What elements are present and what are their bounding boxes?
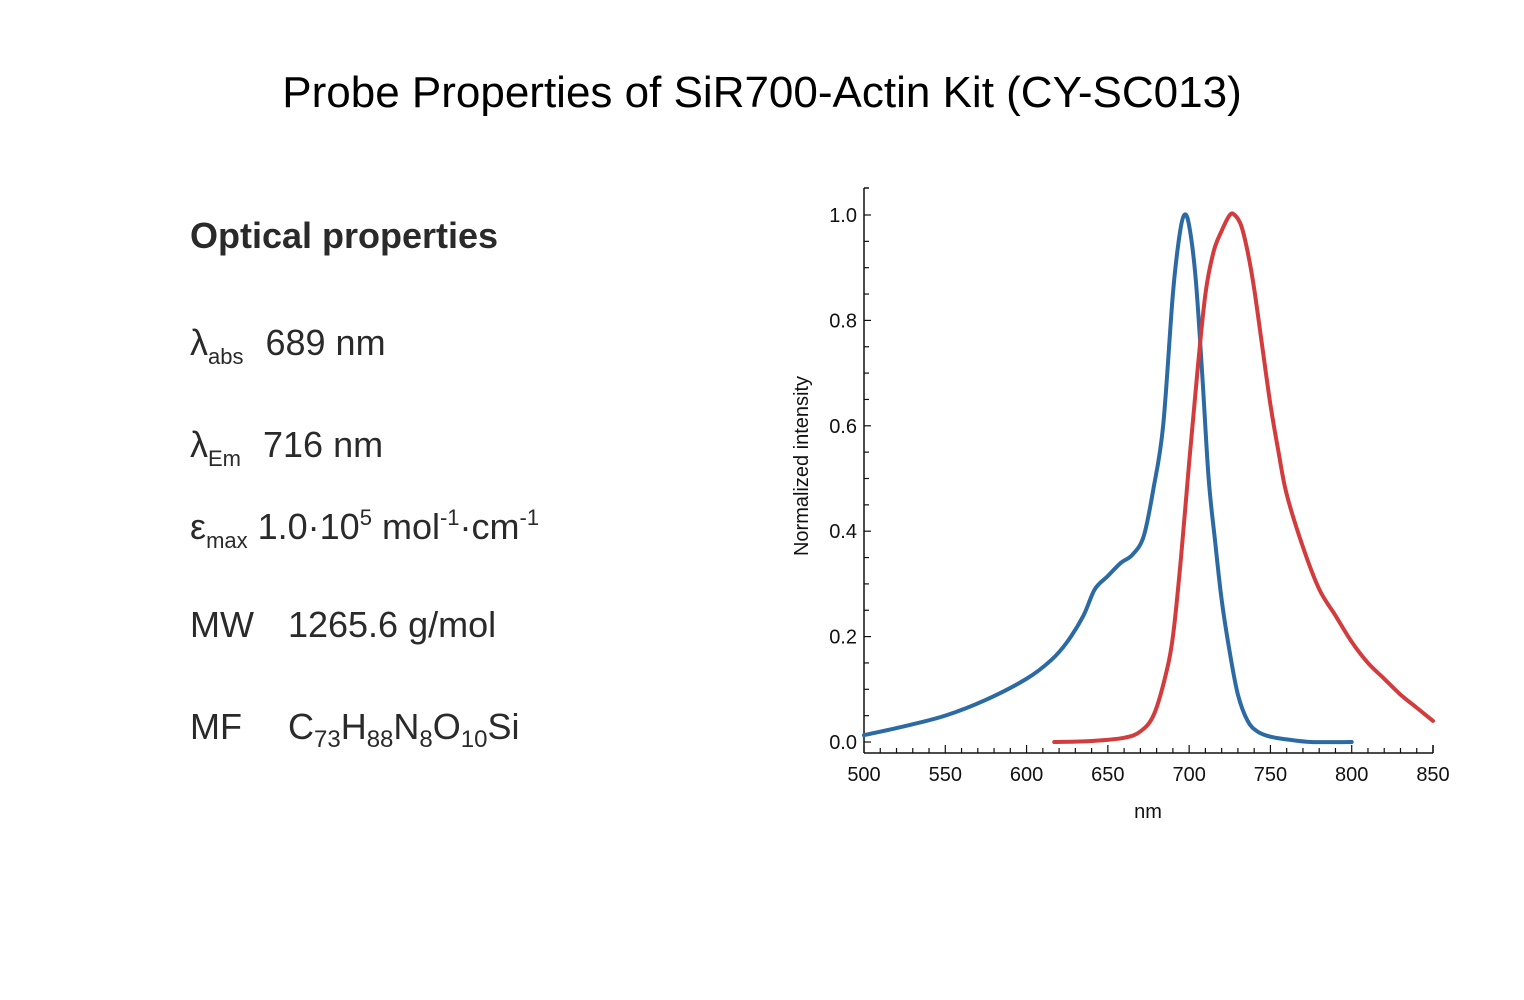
abs-subscript: abs xyxy=(208,344,244,369)
epsilon-symbol: ε xyxy=(190,506,207,547)
eps-unit-mol-exp: -1 xyxy=(439,505,460,530)
mf-label: MF xyxy=(190,706,242,747)
x-tick-label: 700 xyxy=(1172,764,1205,786)
x-axis-label: nm xyxy=(1134,801,1162,823)
eps-exponent: 5 xyxy=(359,505,372,530)
mw-row: MW 1265.6 g/mol xyxy=(190,604,496,646)
mf-row: MF C73H88N8O10Si xyxy=(190,706,519,754)
eps-unit-cm-exp: -1 xyxy=(519,505,540,530)
lambda-symbol: λ xyxy=(190,424,208,465)
x-tick-label: 600 xyxy=(1010,764,1043,786)
em-value: 716 nm xyxy=(263,424,384,465)
mw-value: 1265.6 g/mol xyxy=(287,604,497,645)
x-tick-label: 500 xyxy=(847,764,880,786)
optical-properties-panel: Optical properties xyxy=(190,215,498,257)
molecular-formula: C73H88N8O10Si xyxy=(287,706,520,753)
eps-subscript: max xyxy=(206,528,248,553)
emission-curve xyxy=(1052,211,1435,744)
chart-axes: 0.0 0.2 0.4 0.6 0.8 1.0 500 550 600 650 700 750 800 8… xyxy=(829,187,1450,786)
eps-unit-cm: ·cm xyxy=(459,506,520,547)
extinction-row: εmax 1.0·105 mol-1·cm-1 xyxy=(190,505,539,554)
x-tick-label: 850 xyxy=(1416,764,1449,786)
eps-unit-mol: mol xyxy=(371,506,440,547)
lambda-symbol: λ xyxy=(190,322,208,363)
y-tick-label: 0.8 xyxy=(829,310,857,332)
x-tick-label: 650 xyxy=(1091,764,1124,786)
emission-row: λEm 716 nm xyxy=(190,424,383,472)
x-tick-label: 550 xyxy=(929,764,962,786)
eps-value: 1.0·10 xyxy=(257,506,360,547)
y-axis-label: Normalized intensity xyxy=(791,376,813,556)
y-tick-label: 0.6 xyxy=(829,416,857,438)
chart-curves xyxy=(862,211,1435,745)
properties-heading: Optical properties xyxy=(190,215,499,256)
y-tick-label: 1.0 xyxy=(829,205,857,227)
abs-value: 689 nm xyxy=(265,322,386,363)
x-tick-label: 750 xyxy=(1254,764,1287,786)
em-subscript: Em xyxy=(208,446,241,471)
absorption-row: λabs 689 nm xyxy=(190,322,386,370)
mw-label: MW xyxy=(190,604,254,645)
absorption-curve xyxy=(862,212,1354,745)
y-tick-label: 0.2 xyxy=(829,627,857,649)
y-tick-label: 0.0 xyxy=(829,732,857,754)
x-tick-label: 800 xyxy=(1335,764,1368,786)
page-title: Probe Properties of SiR700-Actin Kit (CY… xyxy=(282,68,1242,117)
y-tick-label: 0.4 xyxy=(829,521,857,543)
